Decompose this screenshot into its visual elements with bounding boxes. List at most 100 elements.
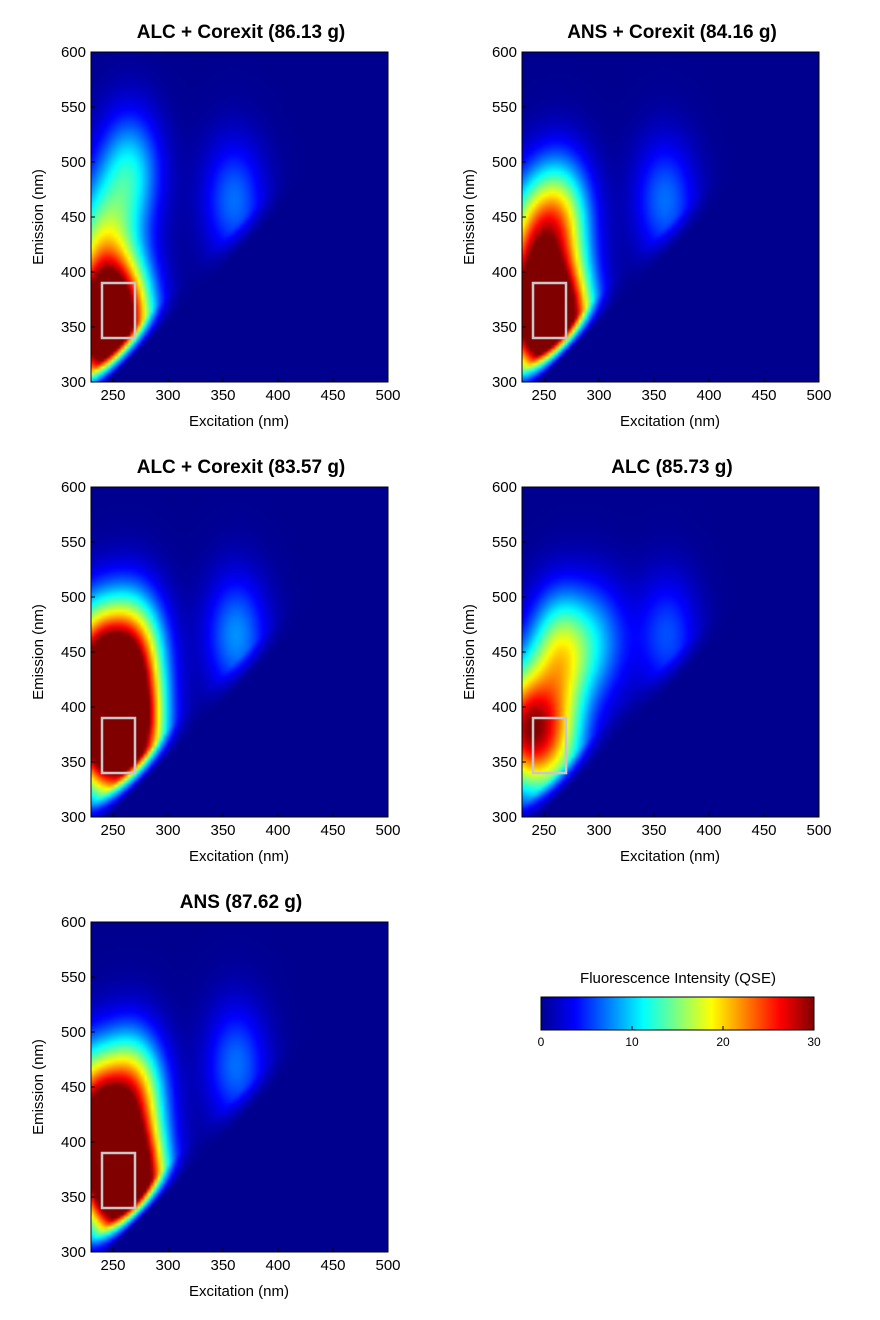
x-axis-label: Excitation (nm)	[620, 848, 720, 865]
y-tick-label: 450	[61, 644, 86, 661]
panel-2: ANS + Corexit (84.16 g) Emission (nm) Ex…	[461, 22, 832, 430]
panel-title: ANS (87.62 g)	[180, 892, 302, 913]
x-tick-label: 250	[100, 387, 125, 404]
y-tick-label: 450	[61, 1079, 86, 1096]
panel-title: ALC (85.73 g)	[611, 457, 732, 478]
region-box	[100, 281, 137, 340]
panel-4: ALC (85.73 g) Emission (nm) Excitation (…	[461, 457, 832, 865]
y-axis-label: Emission (nm)	[461, 169, 478, 265]
y-tick-label: 350	[61, 1189, 86, 1206]
x-tick-label: 500	[806, 387, 831, 404]
y-tick-label: 550	[492, 534, 517, 551]
x-tick-label: 450	[751, 387, 776, 404]
x-tick-label: 500	[375, 387, 400, 404]
x-tick-label: 500	[806, 822, 831, 839]
x-tick-label: 300	[586, 822, 611, 839]
y-tick-label: 350	[61, 319, 86, 336]
y-tick-label: 400	[61, 264, 86, 281]
y-tick-label: 550	[492, 99, 517, 116]
x-tick-label: 250	[531, 822, 556, 839]
x-tick-label: 500	[375, 1257, 400, 1274]
x-tick-label: 350	[641, 387, 666, 404]
region-box	[531, 716, 568, 775]
x-tick-label: 250	[100, 1257, 125, 1274]
x-tick-label: 400	[265, 1257, 290, 1274]
y-tick-label: 300	[492, 374, 517, 391]
y-tick-label: 500	[61, 154, 86, 171]
y-tick-label: 350	[492, 754, 517, 771]
y-axis-label: Emission (nm)	[30, 1039, 47, 1135]
x-tick-label: 250	[531, 387, 556, 404]
x-tick-label: 400	[265, 822, 290, 839]
y-tick-label: 600	[61, 914, 86, 931]
colorbar-tick-label: 0	[538, 1035, 545, 1049]
x-tick-label: 450	[320, 822, 345, 839]
y-tick-label: 350	[61, 754, 86, 771]
region-box	[100, 1151, 137, 1210]
y-tick-label: 300	[61, 1244, 86, 1261]
y-tick-label: 550	[61, 534, 86, 551]
heatmap-image	[91, 487, 388, 817]
x-tick-label: 300	[155, 1257, 180, 1274]
y-tick-label: 600	[61, 44, 86, 61]
panel-title: ANS + Corexit (84.16 g)	[567, 22, 777, 43]
y-tick-label: 400	[61, 699, 86, 716]
y-tick-label: 500	[61, 589, 86, 606]
y-axis-label: Emission (nm)	[30, 169, 47, 265]
x-tick-label: 300	[586, 387, 611, 404]
x-tick-label: 250	[100, 822, 125, 839]
x-tick-label: 400	[265, 387, 290, 404]
x-tick-label: 400	[696, 822, 721, 839]
colorbar-title: Fluorescence Intensity (QSE)	[580, 970, 776, 987]
y-tick-label: 450	[492, 209, 517, 226]
y-tick-label: 450	[61, 209, 86, 226]
x-tick-label: 350	[210, 1257, 235, 1274]
y-tick-label: 500	[61, 1024, 86, 1041]
x-axis-label: Excitation (nm)	[620, 413, 720, 430]
y-tick-label: 300	[492, 809, 517, 826]
y-tick-label: 500	[492, 154, 517, 171]
x-tick-label: 500	[375, 822, 400, 839]
colorbar-tick-label: 10	[625, 1035, 639, 1049]
y-tick-label: 600	[61, 479, 86, 496]
x-axis-label: Excitation (nm)	[189, 1283, 289, 1300]
panel-3: ALC + Corexit (83.57 g) Emission (nm) Ex…	[30, 457, 401, 865]
heatmap-image	[91, 52, 388, 382]
panel-5: ANS (87.62 g) Emission (nm) Excitation (…	[30, 892, 401, 1300]
x-tick-label: 400	[696, 387, 721, 404]
x-tick-label: 450	[320, 1257, 345, 1274]
y-tick-label: 500	[492, 589, 517, 606]
region-box	[100, 716, 137, 775]
x-tick-label: 300	[155, 822, 180, 839]
y-tick-label: 400	[492, 264, 517, 281]
region-box	[531, 281, 568, 340]
x-tick-label: 300	[155, 387, 180, 404]
panel-title: ALC + Corexit (86.13 g)	[137, 22, 346, 43]
colorbar-tick-label: 20	[716, 1035, 730, 1049]
y-tick-label: 350	[492, 319, 517, 336]
panel-1: ALC + Corexit (86.13 g) Emission (nm) Ex…	[30, 22, 401, 430]
colorbar: Fluorescence Intensity (QSE) 0 10 20 30	[538, 970, 821, 1049]
y-tick-label: 400	[492, 699, 517, 716]
heatmap-image	[522, 52, 819, 382]
y-tick-label: 550	[61, 99, 86, 116]
x-tick-label: 350	[210, 387, 235, 404]
heatmap-image	[522, 487, 819, 817]
y-tick-label: 600	[492, 44, 517, 61]
x-tick-label: 350	[641, 822, 666, 839]
x-tick-label: 350	[210, 822, 235, 839]
x-axis-label: Excitation (nm)	[189, 848, 289, 865]
y-tick-label: 300	[61, 374, 86, 391]
x-axis-label: Excitation (nm)	[189, 413, 289, 430]
y-axis-label: Emission (nm)	[461, 604, 478, 700]
y-axis-label: Emission (nm)	[30, 604, 47, 700]
heatmap-image	[91, 922, 388, 1252]
colorbar-tick-label: 30	[807, 1035, 821, 1049]
y-tick-label: 400	[61, 1134, 86, 1151]
y-tick-label: 300	[61, 809, 86, 826]
y-tick-label: 450	[492, 644, 517, 661]
colorbar-gradient	[540, 996, 815, 1031]
x-tick-label: 450	[751, 822, 776, 839]
y-tick-label: 600	[492, 479, 517, 496]
